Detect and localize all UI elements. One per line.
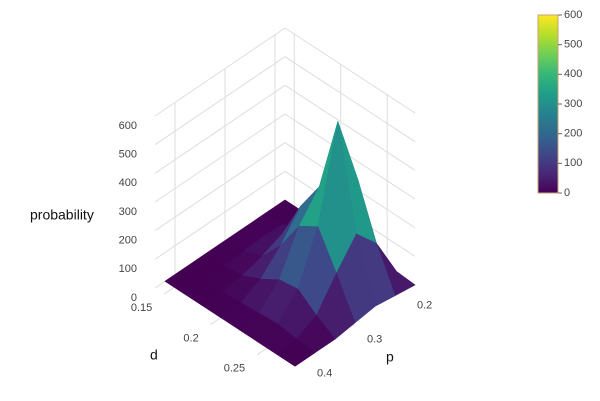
y-tick-label: 0.3 xyxy=(367,334,382,346)
y-tick-label: 0.2 xyxy=(417,300,432,312)
z-grid-line xyxy=(284,84,416,171)
z-tick-label: 600 xyxy=(119,120,137,132)
z-tick-label: 200 xyxy=(119,235,137,247)
colorbar-tick-label: 500 xyxy=(564,39,582,51)
z-grid-line xyxy=(154,56,286,146)
colorbar-tick-label: 300 xyxy=(564,98,582,110)
surface-patch xyxy=(275,338,316,367)
x-tick-label: 0.2 xyxy=(183,332,198,344)
x-tick-label: 0.25 xyxy=(224,363,245,375)
z-axis-title: probability xyxy=(30,207,94,223)
z-tick-label: 100 xyxy=(119,263,137,275)
colorbar-tick-label: 100 xyxy=(564,157,582,169)
z-grid-line xyxy=(284,27,416,114)
z-grid-line xyxy=(154,113,286,203)
z-tick-label: 300 xyxy=(119,206,137,218)
x-tick-label: 0.15 xyxy=(131,302,152,314)
colorbar-tick-label: 200 xyxy=(564,128,582,140)
z-tick-label: 500 xyxy=(119,149,137,161)
y-tick-label: 0.4 xyxy=(317,367,332,379)
z-grid-line xyxy=(284,56,416,143)
colorbar xyxy=(537,14,559,194)
colorbar-tick-label: 600 xyxy=(564,9,582,21)
z-grid-line xyxy=(154,142,286,232)
x-axis-title: d xyxy=(150,347,158,363)
colorbar-tick-label: 0 xyxy=(564,187,570,199)
z-tick-label: 0 xyxy=(131,292,137,304)
z-grid-line xyxy=(154,84,286,174)
z-tick-label: 400 xyxy=(119,177,137,189)
z-grid-line xyxy=(154,170,286,260)
colorbar-tick-label: 400 xyxy=(564,68,582,80)
y-axis-title: p xyxy=(386,349,394,365)
z-grid-line xyxy=(154,27,286,117)
